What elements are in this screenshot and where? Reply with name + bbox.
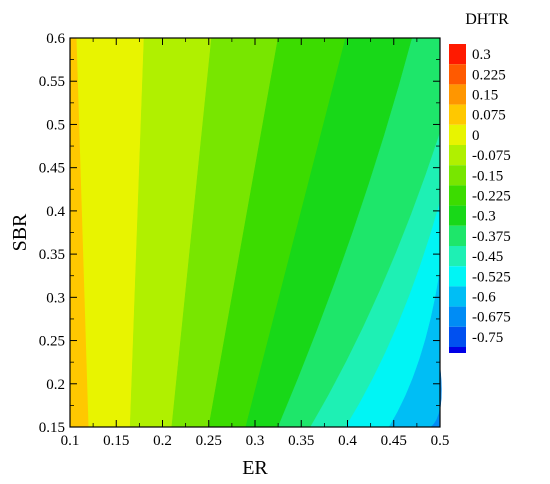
legend-swatch (449, 165, 466, 186)
x-tick-label: 0.2 (153, 433, 172, 449)
legend-label: -0.45 (472, 249, 503, 265)
legend-label: 0.15 (472, 88, 498, 104)
legend-label: -0.15 (472, 168, 503, 184)
y-axis-title: SBR (9, 213, 31, 251)
y-tick-label: 0.55 (39, 74, 65, 90)
axes: 0.1 0.15 0.2 0.25 0.3 0.35 0.4 0.45 0.50.150.20.… (39, 31, 450, 449)
legend-swatch (449, 185, 466, 206)
legend-swatch (449, 286, 466, 307)
legend-swatch (449, 44, 466, 65)
contour-band (70, 38, 89, 427)
x-tick-label: 0.35 (288, 433, 314, 449)
y-tick-label: 0.3 (46, 290, 65, 306)
legend-label: -0.375 (472, 229, 511, 245)
y-tick-label: 0.6 (46, 31, 65, 47)
legend-swatch (449, 225, 466, 246)
x-tick-label: 0.5 (431, 433, 450, 449)
x-tick-label: 0.25 (196, 433, 222, 449)
y-tick-label: 0.5 (46, 117, 65, 133)
legend-swatch (449, 84, 466, 105)
legend-swatch (449, 266, 466, 287)
x-tick-label: 0.1 (61, 433, 80, 449)
legend-swatch (449, 64, 466, 85)
legend-label: 0 (472, 128, 480, 144)
legend-swatch (449, 326, 466, 347)
y-tick-label: 0.2 (46, 377, 65, 393)
legend-label: 0.075 (472, 108, 506, 124)
legend-label: -0.75 (472, 330, 503, 346)
color-legend: 0.3 0.225 0.15 0.075 0 -0.075 -0.15 -0.225 -0.3 -… (449, 44, 511, 353)
plot-area (69, 37, 442, 428)
y-tick-label: 0.45 (39, 161, 65, 177)
legend-label: -0.6 (472, 290, 496, 306)
legend-swatch (449, 124, 466, 145)
x-tick-label: 0.3 (246, 433, 265, 449)
legend-swatch (449, 246, 466, 267)
legend-swatch (449, 347, 466, 353)
legend-label: -0.3 (472, 209, 496, 225)
legend-swatch (449, 306, 466, 327)
y-tick-label: 0.35 (39, 247, 65, 263)
legend-label: 0.225 (472, 67, 506, 83)
legend-swatch (449, 205, 466, 226)
legend-swatch (449, 104, 466, 125)
x-tick-label: 0.45 (381, 433, 407, 449)
y-tick-label: 0.15 (39, 420, 65, 436)
x-tick-label: 0.4 (338, 433, 357, 449)
x-axis-title: ER (242, 457, 268, 479)
legend-label: 0.3 (472, 47, 491, 63)
legend-label: -0.225 (472, 189, 511, 205)
x-tick-label: 0.15 (103, 433, 129, 449)
y-tick-label: 0.25 (39, 334, 65, 350)
legend-label: -0.525 (472, 269, 511, 285)
y-tick-label: 0.4 (46, 204, 65, 220)
legend-title: DHTR (465, 11, 509, 28)
legend-swatch (449, 145, 466, 166)
legend-label: -0.075 (472, 148, 511, 164)
legend-label: -0.675 (472, 310, 511, 326)
